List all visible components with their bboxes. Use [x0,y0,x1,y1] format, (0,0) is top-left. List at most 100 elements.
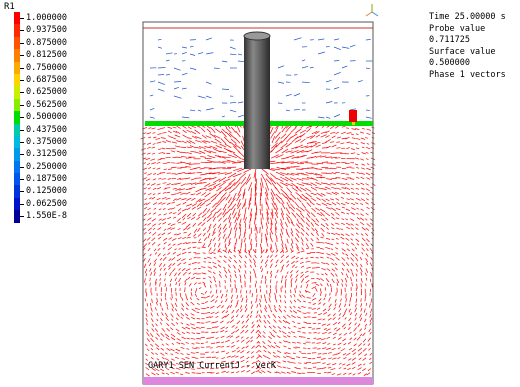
vector-arrow [208,183,217,187]
vector-arrow [202,277,206,280]
vector-arrow [145,178,151,182]
vector-arrow [315,186,322,190]
vector-arrow [366,248,369,252]
vector-arrow [250,193,252,202]
vector-arrow [212,216,216,222]
legend-label: 0.875000 [26,37,67,48]
vector-arrow [204,290,208,294]
vector-arrow [186,337,190,340]
vector-arrow [147,227,152,231]
vector-arrow [316,273,320,275]
vector-arrow [160,298,162,302]
vector-arrow [326,347,332,350]
vector-arrow [196,302,200,305]
vector-arrow [200,155,206,158]
vector-arrow [190,352,196,354]
vector-arrow [176,191,182,195]
vector-arrow [311,286,317,290]
vector-arrow [160,317,163,322]
vector-arrow [209,238,213,243]
vector-arrow [366,163,370,165]
vector-arrow [346,256,350,260]
vector-arrow [326,192,332,195]
vector-arrow [299,222,304,228]
vector-arrow [231,341,235,344]
vector-arrow [320,237,324,239]
vector-arrow [315,155,322,158]
vector-arrow [331,373,336,375]
vector-arrow [175,156,182,159]
vector-arrow [158,208,162,211]
vector-arrow [283,345,287,348]
vector-arrow [365,109,371,112]
vector-arrow [162,182,167,184]
vector-arrow [231,325,235,328]
vector-arrow [315,207,320,211]
vector-arrow [353,327,357,332]
vector-arrow [325,217,329,221]
vector-arrow [350,148,355,150]
vector-arrow [299,261,304,264]
vector-arrow [296,149,305,154]
vector-arrow [295,186,302,192]
vector-arrow [244,248,247,253]
vector-arrow [230,315,235,319]
vector-arrow [162,263,166,267]
vector-arrow [251,361,255,365]
vector-arrow [268,304,271,309]
vector-arrow [220,335,225,338]
legend-label: 1.000000 [26,13,67,23]
vector-arrow [286,154,295,159]
vector-arrow [256,310,259,314]
vector-arrow [350,257,354,262]
vector-arrow [183,231,187,234]
vector-arrow [229,278,232,283]
vector-arrow [325,212,331,217]
vector-arrow [274,371,278,374]
vector-arrow [351,171,355,174]
vector-arrow [355,303,357,308]
vector-arrow [355,128,360,130]
vector-arrow [290,243,294,249]
vector-arrow [275,254,278,258]
vector-arrow [292,341,296,344]
vector-arrow [268,325,272,329]
legend-swatch [14,185,20,198]
vector-arrow [316,176,323,179]
vector-arrow [263,314,267,319]
vector-arrow [221,88,230,90]
vector-arrow [333,307,336,311]
vector-arrow [330,272,335,277]
vector-arrow [264,307,267,313]
vector-arrow [271,360,276,364]
vector-arrow [172,126,177,129]
vector-arrow [223,255,227,259]
vector-arrow [155,337,159,340]
vector-arrow [184,278,188,283]
vector-arrow [165,52,173,55]
vector-arrow [153,136,157,139]
vector-arrow [166,322,170,327]
vector-arrow [253,262,257,268]
vector-arrow [147,192,152,196]
vector-arrow [330,248,334,251]
vector-arrow [161,327,166,332]
vector-arrow [290,150,299,154]
vector-arrow [235,329,240,333]
vector-arrow [276,161,285,163]
vector-arrow [228,178,236,185]
vector-arrow [217,264,222,268]
vector-arrow [315,144,321,148]
vector-arrow [311,308,316,310]
vector-arrow [167,247,172,251]
vector-arrow [229,256,232,260]
vector-arrow [250,329,255,334]
vector-arrow [171,207,176,210]
vector-arrow [269,331,272,335]
vector-arrow [365,198,369,201]
vector-arrow [238,218,242,226]
vector-arrow [289,274,293,278]
vector-arrow [276,335,281,339]
vector-arrow [148,136,152,139]
